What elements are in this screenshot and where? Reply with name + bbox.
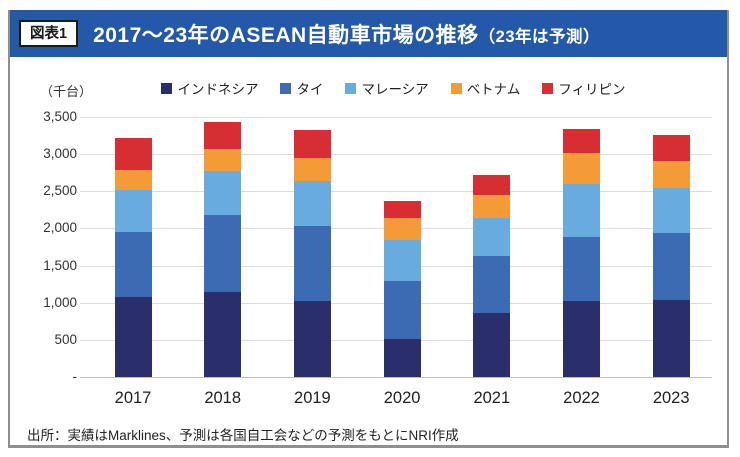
x-tick-label: 2020 xyxy=(383,389,421,407)
legend-item-4: フィリピン xyxy=(542,78,626,98)
legend-item-2: マレーシア xyxy=(345,78,429,98)
x-axis-line xyxy=(80,377,712,378)
bar-segment-2020-2 xyxy=(383,239,421,281)
bar-segment-2019-4 xyxy=(293,130,331,158)
legend-item-0: インドネシア xyxy=(161,78,258,98)
x-tick-label: 2018 xyxy=(204,389,242,407)
bar-segment-2019-1 xyxy=(293,226,331,302)
x-tick-label: 2023 xyxy=(652,389,690,407)
bar-segment-2020-3 xyxy=(383,218,421,240)
legend-label: タイ xyxy=(296,82,324,97)
bar-segment-2022-1 xyxy=(563,236,600,301)
figure-panel: 図表1 2017～23年のASEAN自動車市場の推移（23年は予測） （千台） … xyxy=(8,10,729,448)
bar-segment-2017-3 xyxy=(114,170,152,191)
source-note: 出所：実績はMarklines、予測は各国自工会などの予測をもとにNRI作成 xyxy=(27,428,459,443)
figure-tag: 図表1 xyxy=(19,19,79,48)
bar-segment-2022-3 xyxy=(563,153,600,185)
x-tick-label: 2022 xyxy=(563,389,600,407)
figure-title: 2017～23年のASEAN自動車市場の推移（23年は予測） xyxy=(93,19,600,49)
bar-segment-2017-1 xyxy=(114,231,152,298)
bar-segment-2022-4 xyxy=(563,128,600,154)
figure-header: 図表1 2017～23年のASEAN自動車市場の推移（23年は予測） xyxy=(10,10,727,57)
bar-segment-2020-0 xyxy=(383,339,421,377)
legend-label: フィリピン xyxy=(558,82,626,97)
bar-segment-2021-0 xyxy=(473,312,511,377)
gridline xyxy=(80,117,712,118)
legend-item-3: ベトナム xyxy=(450,78,521,98)
y-tick-label: 1,000 xyxy=(43,294,77,310)
y-tick-label: 500 xyxy=(54,331,77,347)
figure-title-main: 2017～23年のASEAN自動車市場の推移 xyxy=(93,23,479,47)
bar-segment-2019-0 xyxy=(293,301,331,377)
bar-segment-2018-0 xyxy=(204,292,242,377)
y-tick-label: 3,500 xyxy=(43,109,77,124)
plot-area xyxy=(80,117,712,378)
bar-segment-2021-4 xyxy=(473,174,511,195)
legend-label: ベトナム xyxy=(466,82,521,97)
legend-swatch-icon xyxy=(280,82,292,94)
y-tick-label: 2,000 xyxy=(43,220,77,236)
bar-segment-2018-4 xyxy=(204,122,242,150)
bar-segment-2017-2 xyxy=(114,190,152,232)
x-tick-label: 2021 xyxy=(473,389,511,407)
bar-segment-2020-4 xyxy=(383,200,421,219)
x-tick-label: 2017 xyxy=(114,389,152,407)
legend-swatch-icon xyxy=(161,82,173,94)
bar-segment-2021-2 xyxy=(473,218,511,256)
bar-segment-2019-2 xyxy=(293,180,331,227)
legend-label: マレーシア xyxy=(361,82,429,97)
bar-segment-2019-3 xyxy=(293,157,331,181)
bar-segment-2023-3 xyxy=(652,160,690,188)
bar-segment-2017-4 xyxy=(114,138,152,171)
bar-segment-2023-1 xyxy=(652,232,690,301)
legend-label: インドネシア xyxy=(177,82,259,97)
legend-swatch-icon xyxy=(542,82,554,94)
legend-item-1: タイ xyxy=(280,78,323,98)
x-tick-label: 2019 xyxy=(294,389,331,407)
y-tick-label: - xyxy=(72,369,78,384)
bar-segment-2018-3 xyxy=(204,149,242,171)
bar-segment-2021-1 xyxy=(473,255,511,313)
bar-segment-2023-0 xyxy=(652,300,690,377)
y-tick-label: 2,500 xyxy=(43,183,77,199)
gridline xyxy=(80,191,712,193)
y-tick-label: 3,000 xyxy=(43,146,77,162)
figure-title-note: （23年は予測） xyxy=(478,27,601,46)
bar-segment-2022-0 xyxy=(563,300,600,377)
bar-segment-2023-4 xyxy=(652,135,690,161)
chart-legend: インドネシア タイ マレーシア ベトナム フィリピン xyxy=(100,78,687,98)
bar-segment-2018-2 xyxy=(204,170,242,216)
gridline xyxy=(80,154,712,156)
legend-swatch-icon xyxy=(450,82,462,94)
y-tick-label: 1,500 xyxy=(43,257,77,273)
legend-swatch-icon xyxy=(345,82,357,94)
bar-segment-2018-1 xyxy=(204,215,242,293)
bar-segment-2020-1 xyxy=(383,280,421,340)
bar-segment-2022-2 xyxy=(563,184,600,237)
bar-segment-2023-2 xyxy=(652,187,690,233)
bar-segment-2017-0 xyxy=(114,297,152,377)
y-axis-unit-label: （千台） xyxy=(40,84,93,99)
bar-segment-2021-3 xyxy=(473,194,511,219)
